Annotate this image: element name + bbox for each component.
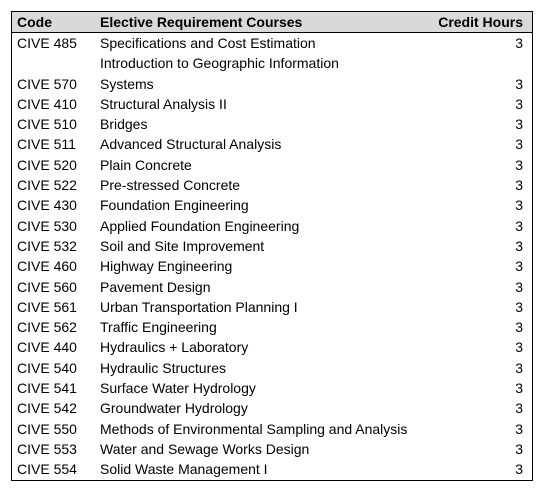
- table-cell: 3: [515, 95, 523, 112]
- table-frame: Code Elective Requirement Courses Credit H…: [11, 11, 533, 481]
- table-row: CIVE 550 Methods of Environmental Samplin…: [12, 419, 532, 439]
- table-cell: Specifications and Cost Estimation: [100, 35, 316, 51]
- table-cell: CIVE 522: [17, 177, 77, 194]
- table-cell: CIVE 430: [17, 197, 77, 214]
- table-cell: CIVE 410: [17, 95, 77, 112]
- table-row: CIVE 522 Pre-stressed Concrete 3: [12, 175, 532, 195]
- table-cell: 3: [515, 197, 523, 214]
- table-row: CIVE 530 Applied Foundation Engineering 3: [12, 216, 532, 236]
- table-cell: Urban Transportation Planning I: [100, 298, 298, 315]
- table-cell: Advanced Structural Analysis: [100, 136, 282, 153]
- table-cell: Bridges: [100, 116, 148, 133]
- table-cell: Plain Concrete: [100, 156, 192, 173]
- table-cell: CIVE 532: [17, 237, 77, 254]
- table-cell: 3: [515, 75, 523, 92]
- table-cell: 3: [515, 35, 523, 51]
- table-cell: Water and Sewage Works Design: [100, 440, 310, 457]
- table-cell: CIVE 561: [17, 298, 77, 315]
- table-row: CIVE 460 Highway Engineering 3: [12, 256, 532, 276]
- table-cell: CIVE 530: [17, 217, 77, 234]
- cell-line: Introduction to Geographic Information: [100, 55, 339, 72]
- table-cell: 3: [515, 258, 523, 275]
- table-cell: 3: [515, 339, 523, 356]
- table-cell: Soil and Site Improvement: [100, 237, 265, 254]
- table-cell: Introduction to Geographic Information Sy…: [95, 53, 427, 94]
- table-cell: 3: [515, 217, 523, 234]
- table-cell: CIVE 560: [17, 278, 77, 295]
- table-cell: Surface Water Hydrology: [100, 380, 256, 397]
- table-cell: 3: [515, 380, 523, 397]
- table-row: CIVE 485 Specifications and Cost Estimati…: [12, 33, 532, 54]
- table-cell: CIVE 460: [17, 258, 77, 275]
- table-cell: CIVE 553: [17, 440, 77, 457]
- table-cell: Pre-stressed Concrete: [100, 177, 241, 194]
- table-cell: CIVE 485: [17, 35, 77, 51]
- table-cell: Hydraulics + Laboratory: [100, 339, 249, 356]
- table-cell: CIVE 570: [17, 75, 77, 92]
- table-cell: Methods of Environmental Sampling and An…: [100, 420, 408, 437]
- table-cell: Solid Waste Management I: [100, 461, 268, 478]
- table-row: CIVE 440 Hydraulics + Laboratory 3: [12, 337, 532, 357]
- table-cell: 3: [515, 177, 523, 194]
- table-cell: CIVE 540: [17, 359, 77, 376]
- header-row: Code Elective Requirement Courses Credit H…: [12, 12, 532, 33]
- table-row: CIVE 410 Structural Analysis II 3: [12, 94, 532, 114]
- table-cell: Groundwater Hydrology: [100, 400, 248, 417]
- table-cell: 3: [515, 278, 523, 295]
- table-cell: 3: [515, 420, 523, 437]
- table-cell: CIVE 511: [17, 136, 76, 153]
- table-cell: 3: [515, 156, 523, 173]
- table-cell: Structural Analysis II: [100, 95, 227, 112]
- table-cell: Foundation Engineering: [100, 197, 249, 214]
- table-cell: 3: [515, 400, 523, 417]
- table-row: CIVE 510 Bridges 3: [12, 114, 532, 134]
- table-cell: CIVE 542: [17, 400, 77, 417]
- table-cell: 3: [515, 461, 523, 478]
- table-cell: 3: [515, 116, 523, 133]
- table-row: CIVE 562 Traffic Engineering 3: [12, 317, 532, 337]
- table-cell: 3: [515, 319, 523, 336]
- table-row: CIVE 554 Solid Waste Management I 3: [12, 459, 532, 479]
- table-cell: 3: [515, 359, 523, 376]
- table-cell: 3: [515, 136, 523, 153]
- table-row: CIVE 561 Urban Transportation Planning I 3: [12, 297, 532, 317]
- table-cell: CIVE 562: [17, 319, 77, 336]
- table-cell: Traffic Engineering: [100, 319, 217, 336]
- table-cell: Hydraulic Structures: [100, 359, 227, 376]
- table-row: CIVE 511 Advanced Structural Analysis 3: [12, 134, 532, 154]
- table-row: CIVE 541 Surface Water Hydrology 3: [12, 378, 532, 398]
- header-cell: Code: [12, 12, 95, 33]
- table-cell: Pavement Design: [100, 278, 211, 295]
- course-table: Code Elective Requirement Courses Credit H…: [12, 12, 532, 480]
- table-row: CIVE 560 Pavement Design 3: [12, 277, 532, 297]
- table-cell: 3: [515, 298, 523, 315]
- cell-line: Systems: [100, 75, 154, 92]
- table-cell: CIVE 440: [17, 339, 77, 356]
- table-cell: CIVE 520: [17, 156, 77, 173]
- table-row: CIVE 570 Introduction to Geographic Infor…: [12, 53, 532, 94]
- table-row: CIVE 520 Plain Concrete 3: [12, 155, 532, 175]
- table-cell: 3: [515, 440, 523, 457]
- table-cell: CIVE 510: [17, 116, 77, 133]
- table-cell: Applied Foundation Engineering: [100, 217, 300, 234]
- table-body: CIVE 485 Specifications and Cost Estimati…: [12, 33, 532, 480]
- table-cell: CIVE 554: [17, 461, 77, 478]
- table-cell: Highway Engineering: [100, 258, 233, 275]
- table-cell: 3: [515, 237, 523, 254]
- table-row: CIVE 430 Foundation Engineering 3: [12, 195, 532, 215]
- table-header: Code Elective Requirement Courses Credit H…: [12, 12, 532, 33]
- header-cell: Credit Hours: [427, 12, 532, 33]
- table-row: CIVE 542 Groundwater Hydrology 3: [12, 398, 532, 418]
- header-cell: Elective Requirement Courses: [95, 12, 427, 33]
- table-row: CIVE 532 Soil and Site Improvement 3: [12, 236, 532, 256]
- table-row: CIVE 540 Hydraulic Structures 3: [12, 358, 532, 378]
- table-cell: CIVE 550: [17, 420, 77, 437]
- table-cell: CIVE 541: [17, 380, 77, 397]
- table-row: CIVE 553 Water and Sewage Works Design 3: [12, 439, 532, 459]
